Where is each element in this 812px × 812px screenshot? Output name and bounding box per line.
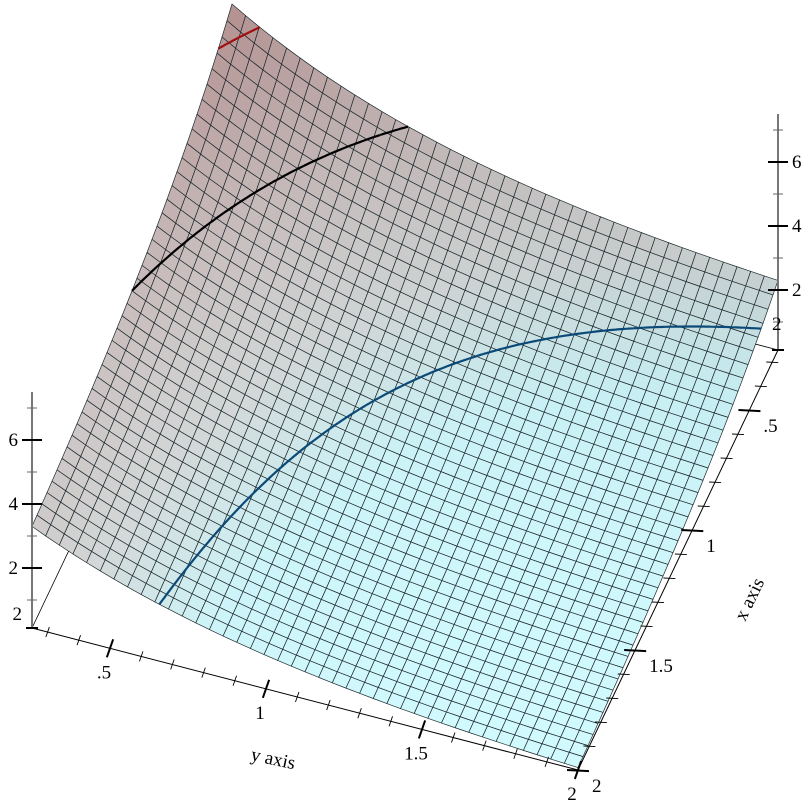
y-major-tick <box>417 720 427 739</box>
z-tick-label: 2 <box>792 280 802 301</box>
z-tick-label: 6 <box>9 430 19 451</box>
x-major-tick <box>624 649 647 653</box>
y-minor-tick <box>451 732 456 743</box>
y-minor-tick <box>544 756 549 768</box>
y-major-tick <box>261 679 271 699</box>
y-minor-tick <box>482 740 487 751</box>
x-tick-label: 1.5 <box>649 656 673 677</box>
y-tick-label: 2 <box>567 784 577 805</box>
y-minor-tick <box>357 708 362 719</box>
z-tick-label: 4 <box>792 216 802 237</box>
x-tick-label: 1 <box>706 536 716 557</box>
y-minor-tick <box>76 635 81 646</box>
x-axis-label: x axis <box>731 575 770 625</box>
x-minor-tick <box>709 481 722 484</box>
x-tick-label: .5 <box>763 416 777 437</box>
y-minor-tick <box>232 675 237 686</box>
contour-line <box>131 125 409 292</box>
x-minor-tick <box>617 673 630 676</box>
x-minor-tick <box>697 505 710 508</box>
y-minor-tick <box>326 699 331 711</box>
x-minor-tick <box>594 721 607 724</box>
z-tick-label: 2 <box>9 558 19 579</box>
z-tick-label: 2 <box>772 314 782 335</box>
x-minor-tick <box>640 625 653 628</box>
contours <box>131 26 762 605</box>
y-minor-tick <box>139 651 144 662</box>
y-axis-line <box>31 627 579 771</box>
y-minor-tick <box>513 748 518 759</box>
y-tick-label: .5 <box>97 662 111 683</box>
surface <box>31 3 779 768</box>
x-axis-line <box>577 349 779 771</box>
x-minor-tick <box>583 745 596 748</box>
x-major-tick <box>681 529 704 533</box>
x-minor-tick <box>766 361 779 364</box>
y-minor-tick <box>170 659 175 670</box>
y-minor-tick <box>295 691 300 703</box>
z-tick-label: 2 <box>13 604 23 625</box>
y-major-tick <box>105 638 115 658</box>
x-minor-tick <box>720 457 733 460</box>
x-minor-tick <box>663 577 676 580</box>
x-minor-tick <box>674 553 687 556</box>
y-minor-tick <box>45 626 50 638</box>
y-tick-label: 1.5 <box>404 743 428 764</box>
z-tick-label: 4 <box>9 494 19 515</box>
y-tick-label: 1 <box>255 703 265 724</box>
x-major-tick <box>738 409 761 413</box>
y-minor-tick <box>201 667 206 678</box>
x-minor-tick <box>651 601 665 604</box>
contour-line <box>158 325 762 605</box>
contour-line <box>217 26 261 50</box>
y-minor-tick <box>388 716 393 727</box>
x-tick-label: 2 <box>592 776 602 797</box>
x-major-tick <box>566 769 590 773</box>
z-tick-label: 6 <box>792 152 802 173</box>
y-axis-label: y axis <box>249 744 297 774</box>
x-minor-tick <box>754 385 767 388</box>
x-minor-tick <box>731 433 745 436</box>
x-minor-tick <box>606 697 619 700</box>
